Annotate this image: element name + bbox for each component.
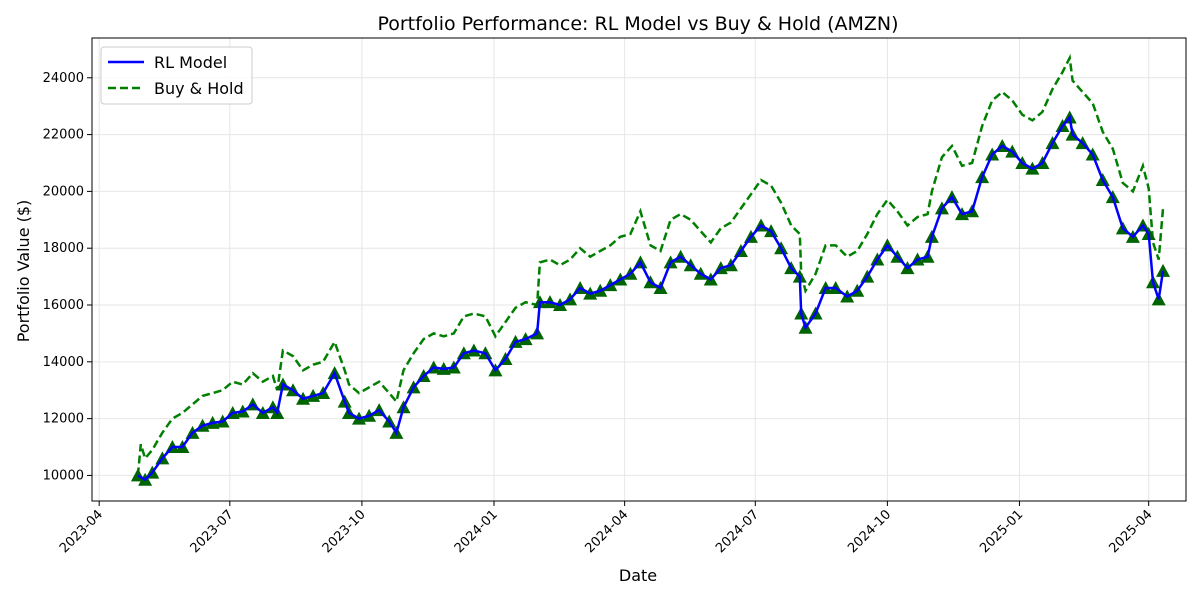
legend-buy-hold-label: Buy & Hold [154, 79, 244, 98]
y-tick-label: 10000 [43, 468, 84, 483]
y-tick-label: 22000 [43, 128, 84, 143]
y-tick-label: 24000 [43, 71, 84, 86]
y-tick-label: 16000 [43, 298, 84, 313]
chart-title: Portfolio Performance: RL Model vs Buy &… [377, 13, 898, 35]
y-tick-label: 14000 [43, 355, 84, 370]
y-tick-label: 18000 [43, 241, 84, 256]
axes-frame [91, 37, 1187, 502]
series-line-rl-model [137, 114, 1165, 482]
y-tick-label: 12000 [43, 412, 84, 427]
x-axis-label: Date [619, 566, 657, 585]
y-axis-label: Portfolio Value ($) [14, 200, 33, 343]
legend-rl-model-label: RL Model [154, 53, 227, 72]
legend: RL Model Buy & Hold [100, 46, 253, 105]
y-tick-label: 20000 [43, 184, 84, 199]
series-line-buy-hold [136, 53, 1165, 476]
rl-model-marker [1156, 263, 1171, 277]
